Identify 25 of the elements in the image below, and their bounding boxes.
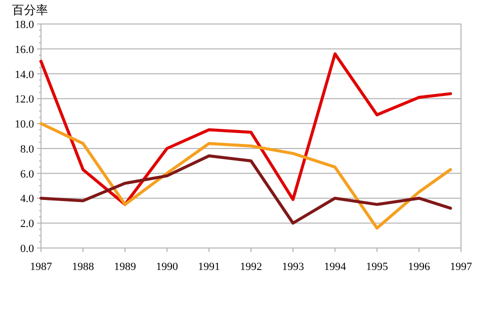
x-tick-label: 1987: [30, 261, 52, 273]
x-tick-label: 1991: [198, 261, 220, 273]
y-tick-label: 14.0: [14, 68, 34, 81]
x-tick-label: 1990: [156, 261, 178, 273]
x-tick-label: 1997: [450, 261, 472, 273]
y-tick-label: 12.0: [14, 94, 34, 106]
y-axis-title: 百分率: [12, 3, 48, 17]
x-tick-label: 1988: [72, 261, 94, 273]
line-series: [40, 52, 452, 206]
y-tick-label: 16.0: [14, 44, 34, 56]
y-tick-label: 0.0: [20, 243, 34, 255]
x-tick-label: 1995: [366, 261, 388, 273]
y-tick-label: 2.0: [20, 218, 34, 230]
y-tick-label: 8.0: [20, 143, 34, 156]
y-tick-label: 6.0: [20, 168, 34, 180]
x-tick-label: 1989: [114, 261, 136, 273]
y-tick-label: 4.0: [20, 193, 34, 206]
line-series: [40, 122, 452, 230]
x-tick-label: 1996: [408, 261, 430, 273]
y-tick-label: 10.0: [14, 118, 34, 131]
x-tick-label: 1993: [282, 261, 304, 273]
y-tick-label: 18.0: [14, 19, 34, 31]
x-tick-label: 1994: [324, 261, 346, 273]
line-series: [40, 154, 452, 225]
x-tick-label: 1992: [240, 261, 262, 273]
